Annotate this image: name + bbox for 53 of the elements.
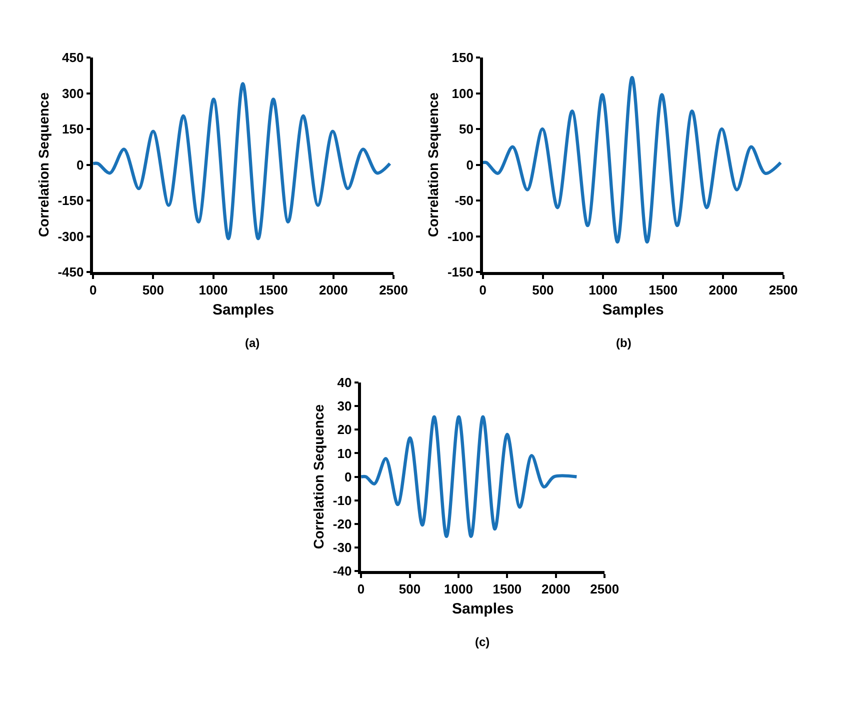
x-tick-label: 1000 xyxy=(444,581,473,596)
y-tick-label: -150 xyxy=(58,193,84,208)
y-tick-label: 450 xyxy=(62,50,84,66)
y-axis-title: Correlation Sequence xyxy=(310,404,326,550)
x-axis-title: Samples xyxy=(452,600,514,618)
y-tick-label: 0 xyxy=(76,157,84,172)
x-tick-label: 2000 xyxy=(708,282,738,298)
x-tick-label: 2000 xyxy=(318,282,348,298)
line-series xyxy=(482,76,782,244)
x-tick-label: 500 xyxy=(532,282,554,298)
y-tick-label: -450 xyxy=(58,264,84,280)
y-tick-label: 10 xyxy=(337,446,352,461)
x-tick-label: 0 xyxy=(479,282,486,298)
y-tick-label: -100 xyxy=(447,228,474,244)
y-tick-label: 30 xyxy=(337,398,352,414)
text: (c) xyxy=(475,635,490,649)
x-tick-label: 2500 xyxy=(768,282,798,298)
x-axis-title: Samples xyxy=(212,301,274,318)
text: (b) xyxy=(616,336,632,350)
x-tick-label: 1500 xyxy=(492,581,522,596)
y-tick-label: -20 xyxy=(332,516,352,532)
y-tick-label: -300 xyxy=(58,228,84,244)
x-tick-label: 0 xyxy=(89,282,97,298)
line-series xyxy=(361,415,578,538)
y-tick-label: 300 xyxy=(62,86,84,101)
x-tick-label: 1500 xyxy=(648,282,678,298)
x-tick-label: 1500 xyxy=(258,282,288,298)
y-tick-label: -10 xyxy=(332,492,352,508)
x-tick-label: 2500 xyxy=(590,581,620,596)
y-tick-label: 0 xyxy=(344,469,352,484)
y-tick-label: 20 xyxy=(337,422,352,438)
y-tick-label: 50 xyxy=(459,122,474,137)
y-tick-label: -40 xyxy=(332,564,352,579)
y-tick-label: 100 xyxy=(452,86,474,101)
y-tick-label: 0 xyxy=(466,157,474,172)
x-tick-label: 1000 xyxy=(588,282,618,298)
y-tick-label: 40 xyxy=(337,375,352,390)
x-tick-label: 500 xyxy=(142,282,164,298)
x-tick-label: 500 xyxy=(398,581,421,596)
text: (a) xyxy=(245,336,260,350)
y-axis-title: Correlation Sequence xyxy=(35,92,52,238)
y-tick-label: -50 xyxy=(454,193,474,208)
y-tick-label: -150 xyxy=(447,264,474,280)
x-tick-label: 2000 xyxy=(541,581,570,596)
y-tick-label: 150 xyxy=(452,50,474,66)
x-axis-title: Samples xyxy=(602,301,664,318)
y-tick-label: 150 xyxy=(62,122,84,137)
x-tick-label: 1000 xyxy=(198,282,228,298)
x-tick-label: 0 xyxy=(357,581,365,596)
y-tick-label: -30 xyxy=(332,540,352,555)
line-series xyxy=(93,82,392,240)
y-axis-title: Correlation Sequence xyxy=(425,92,442,238)
x-tick-label: 2500 xyxy=(379,282,408,298)
